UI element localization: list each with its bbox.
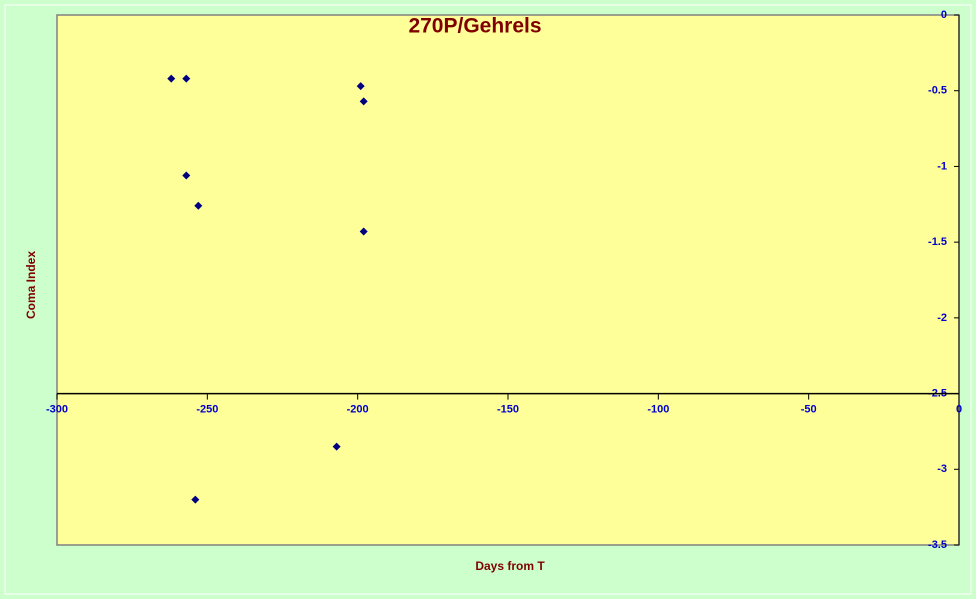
plot-area xyxy=(56,14,960,546)
point xyxy=(194,201,203,210)
y-tick-label: -3.5 xyxy=(928,539,947,551)
y-tick-label: -2 xyxy=(937,312,947,324)
point xyxy=(332,442,341,451)
y-tick-label: -0.5 xyxy=(928,85,947,97)
x-tick-label: -200 xyxy=(347,403,369,415)
x-tick-label: -100 xyxy=(647,403,669,415)
x-tick-label: -50 xyxy=(801,403,817,415)
chart-title: 270P/Gehrels xyxy=(408,15,541,38)
x-axis-title: Days from T xyxy=(475,559,545,573)
x-tick-label: -250 xyxy=(196,403,218,415)
chart-border xyxy=(4,4,972,595)
x-tick-label: 0 xyxy=(956,403,962,415)
point xyxy=(182,74,191,83)
point xyxy=(191,495,200,504)
y-tick-label: 0 xyxy=(941,9,947,21)
x-tick-label: -300 xyxy=(46,403,68,415)
point xyxy=(356,82,365,91)
point xyxy=(167,74,176,83)
x-tick-label: -150 xyxy=(497,403,519,415)
point xyxy=(359,97,368,106)
y-axis-title: Coma Index xyxy=(24,251,38,319)
point xyxy=(359,227,368,236)
point xyxy=(182,171,191,180)
y-tick-label: -1.5 xyxy=(928,236,947,248)
y-tick-label: -3 xyxy=(937,463,947,475)
y-tick-label: -1 xyxy=(937,160,947,172)
